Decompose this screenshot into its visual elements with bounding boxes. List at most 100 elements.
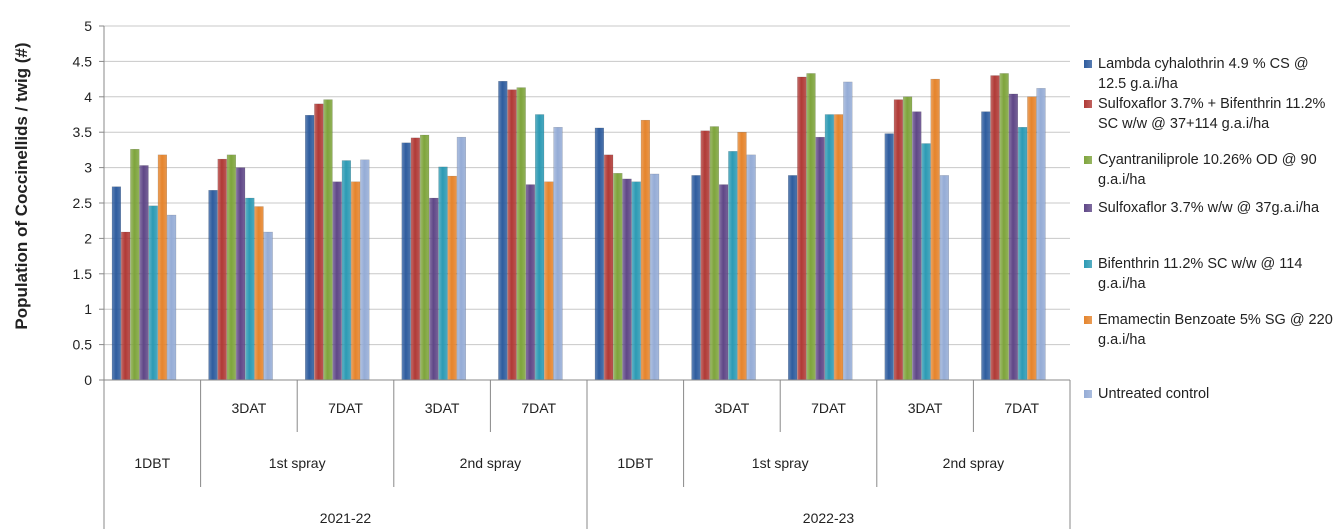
bar <box>254 206 264 381</box>
bar <box>824 114 835 381</box>
bar <box>719 184 729 381</box>
bar <box>535 114 545 381</box>
legend-label: Sulfoxaflor 3.7% w/w @ 37g.a.i/ha <box>1098 200 1320 216</box>
bar <box>709 126 720 381</box>
bar <box>111 186 122 381</box>
bar <box>410 137 421 381</box>
legend-swatch <box>1084 204 1092 212</box>
bar <box>429 197 439 381</box>
bar <box>981 111 991 381</box>
legend-swatch <box>1084 390 1092 398</box>
bar <box>650 173 660 381</box>
bar <box>640 119 651 381</box>
bar <box>746 154 756 381</box>
y-tick-label: 0 <box>84 372 92 388</box>
bar <box>447 175 457 381</box>
bar <box>631 181 641 381</box>
bar <box>314 103 324 381</box>
bar <box>139 165 149 381</box>
bar <box>999 73 1009 381</box>
y-tick-label: 4 <box>84 89 92 105</box>
legend-swatch <box>1084 316 1092 324</box>
x-tick-label: 3DAT <box>908 400 943 416</box>
legend-item: Sulfoxaflor 3.7% + Bifenthrin 11.2% SC w… <box>1084 94 1338 134</box>
bar <box>148 205 158 381</box>
y-tick-label: 2.5 <box>73 195 93 211</box>
x-season-label: 2021-22 <box>320 510 372 526</box>
x-tick-label: 7DAT <box>1004 400 1039 416</box>
bars <box>111 73 1046 381</box>
y-tick-label: 2 <box>84 230 92 246</box>
bar <box>834 114 844 381</box>
bar <box>351 181 361 381</box>
y-axis-label: Population of Coccinellids / twig (#) <box>12 42 31 329</box>
bar <box>604 154 614 381</box>
legend-item: Emamectin Benzoate 5% SG @ 220 g.a.i/ha <box>1084 310 1338 350</box>
bar <box>728 151 738 381</box>
bar <box>516 87 526 381</box>
bar <box>903 96 913 381</box>
bar <box>843 81 853 381</box>
x-group-label: 2nd spray <box>943 455 1004 471</box>
bar <box>120 231 131 381</box>
bar <box>525 184 536 381</box>
bar <box>341 160 352 381</box>
bar <box>498 81 508 381</box>
bar <box>806 73 816 381</box>
bar <box>208 190 218 381</box>
bar <box>553 127 563 381</box>
bar <box>305 115 315 381</box>
y-tick-labels: 0 0.5 1 1.5 2 2.5 3 3.5 4 4.5 5 <box>73 18 93 388</box>
bar <box>263 231 273 381</box>
bar <box>438 166 448 381</box>
bar <box>1036 88 1046 381</box>
x-group-label: 1st spray <box>752 455 809 471</box>
y-tick-label: 4.5 <box>73 53 93 69</box>
bar <box>245 197 255 381</box>
bar <box>1018 127 1028 381</box>
bar <box>226 154 237 381</box>
x-tick-label: 7DAT <box>521 400 556 416</box>
legend-item: Cyantraniliprole 10.26% OD @ 90 g.a.i/ha <box>1084 150 1338 190</box>
bar <box>893 99 904 381</box>
x-group-label: 1DBT <box>134 455 170 471</box>
legend-swatch <box>1084 100 1092 108</box>
bar <box>360 159 370 381</box>
legend-item: Untreated control <box>1084 384 1338 404</box>
bar <box>217 158 227 381</box>
x-group-label: 1DBT <box>617 455 653 471</box>
bar <box>507 89 517 381</box>
legend-label: Lambda cyhalothrin 4.9 % CS @ 12.5 g.a.i… <box>1098 56 1309 92</box>
legend-item: Bifenthrin 11.2% SC w/w @ 114 g.a.i/ha <box>1084 254 1338 294</box>
bar <box>691 175 701 381</box>
x-group-label: 2nd spray <box>460 455 521 471</box>
bar <box>737 131 747 381</box>
bar <box>323 99 333 381</box>
bar-chart: 00.511.522.533.544.55 3DAT 7DAT 3DAT 7DAT 3D… <box>12 18 1071 529</box>
bar <box>157 154 168 381</box>
bar <box>990 75 1000 381</box>
bar <box>622 178 632 381</box>
legend-label: Sulfoxaflor 3.7% + Bifenthrin 11.2% SC w… <box>1098 96 1326 132</box>
bar <box>401 142 411 381</box>
x-tick-label: 3DAT <box>425 400 460 416</box>
bar <box>815 136 825 381</box>
bar <box>332 181 342 381</box>
legend-swatch <box>1084 156 1092 164</box>
bar <box>613 173 623 381</box>
bar <box>1008 93 1019 381</box>
bar <box>930 78 940 381</box>
legend-swatch <box>1084 260 1092 268</box>
bar <box>700 130 710 381</box>
legend-label: Bifenthrin 11.2% SC w/w @ 114 g.a.i/ha <box>1098 256 1303 292</box>
bar <box>420 134 430 381</box>
y-tick-label: 0.5 <box>73 337 93 353</box>
y-tick-label: 1.5 <box>73 266 93 282</box>
legend-label: Cyantraniliprole 10.26% OD @ 90 g.a.i/ha <box>1098 152 1317 188</box>
x-tick-label: 7DAT <box>328 400 363 416</box>
x-tick-label: 7DAT <box>811 400 846 416</box>
bar <box>939 175 950 381</box>
bar <box>912 111 922 381</box>
y-tick-label: 1 <box>84 301 92 317</box>
x-group-label: 1st spray <box>269 455 326 471</box>
